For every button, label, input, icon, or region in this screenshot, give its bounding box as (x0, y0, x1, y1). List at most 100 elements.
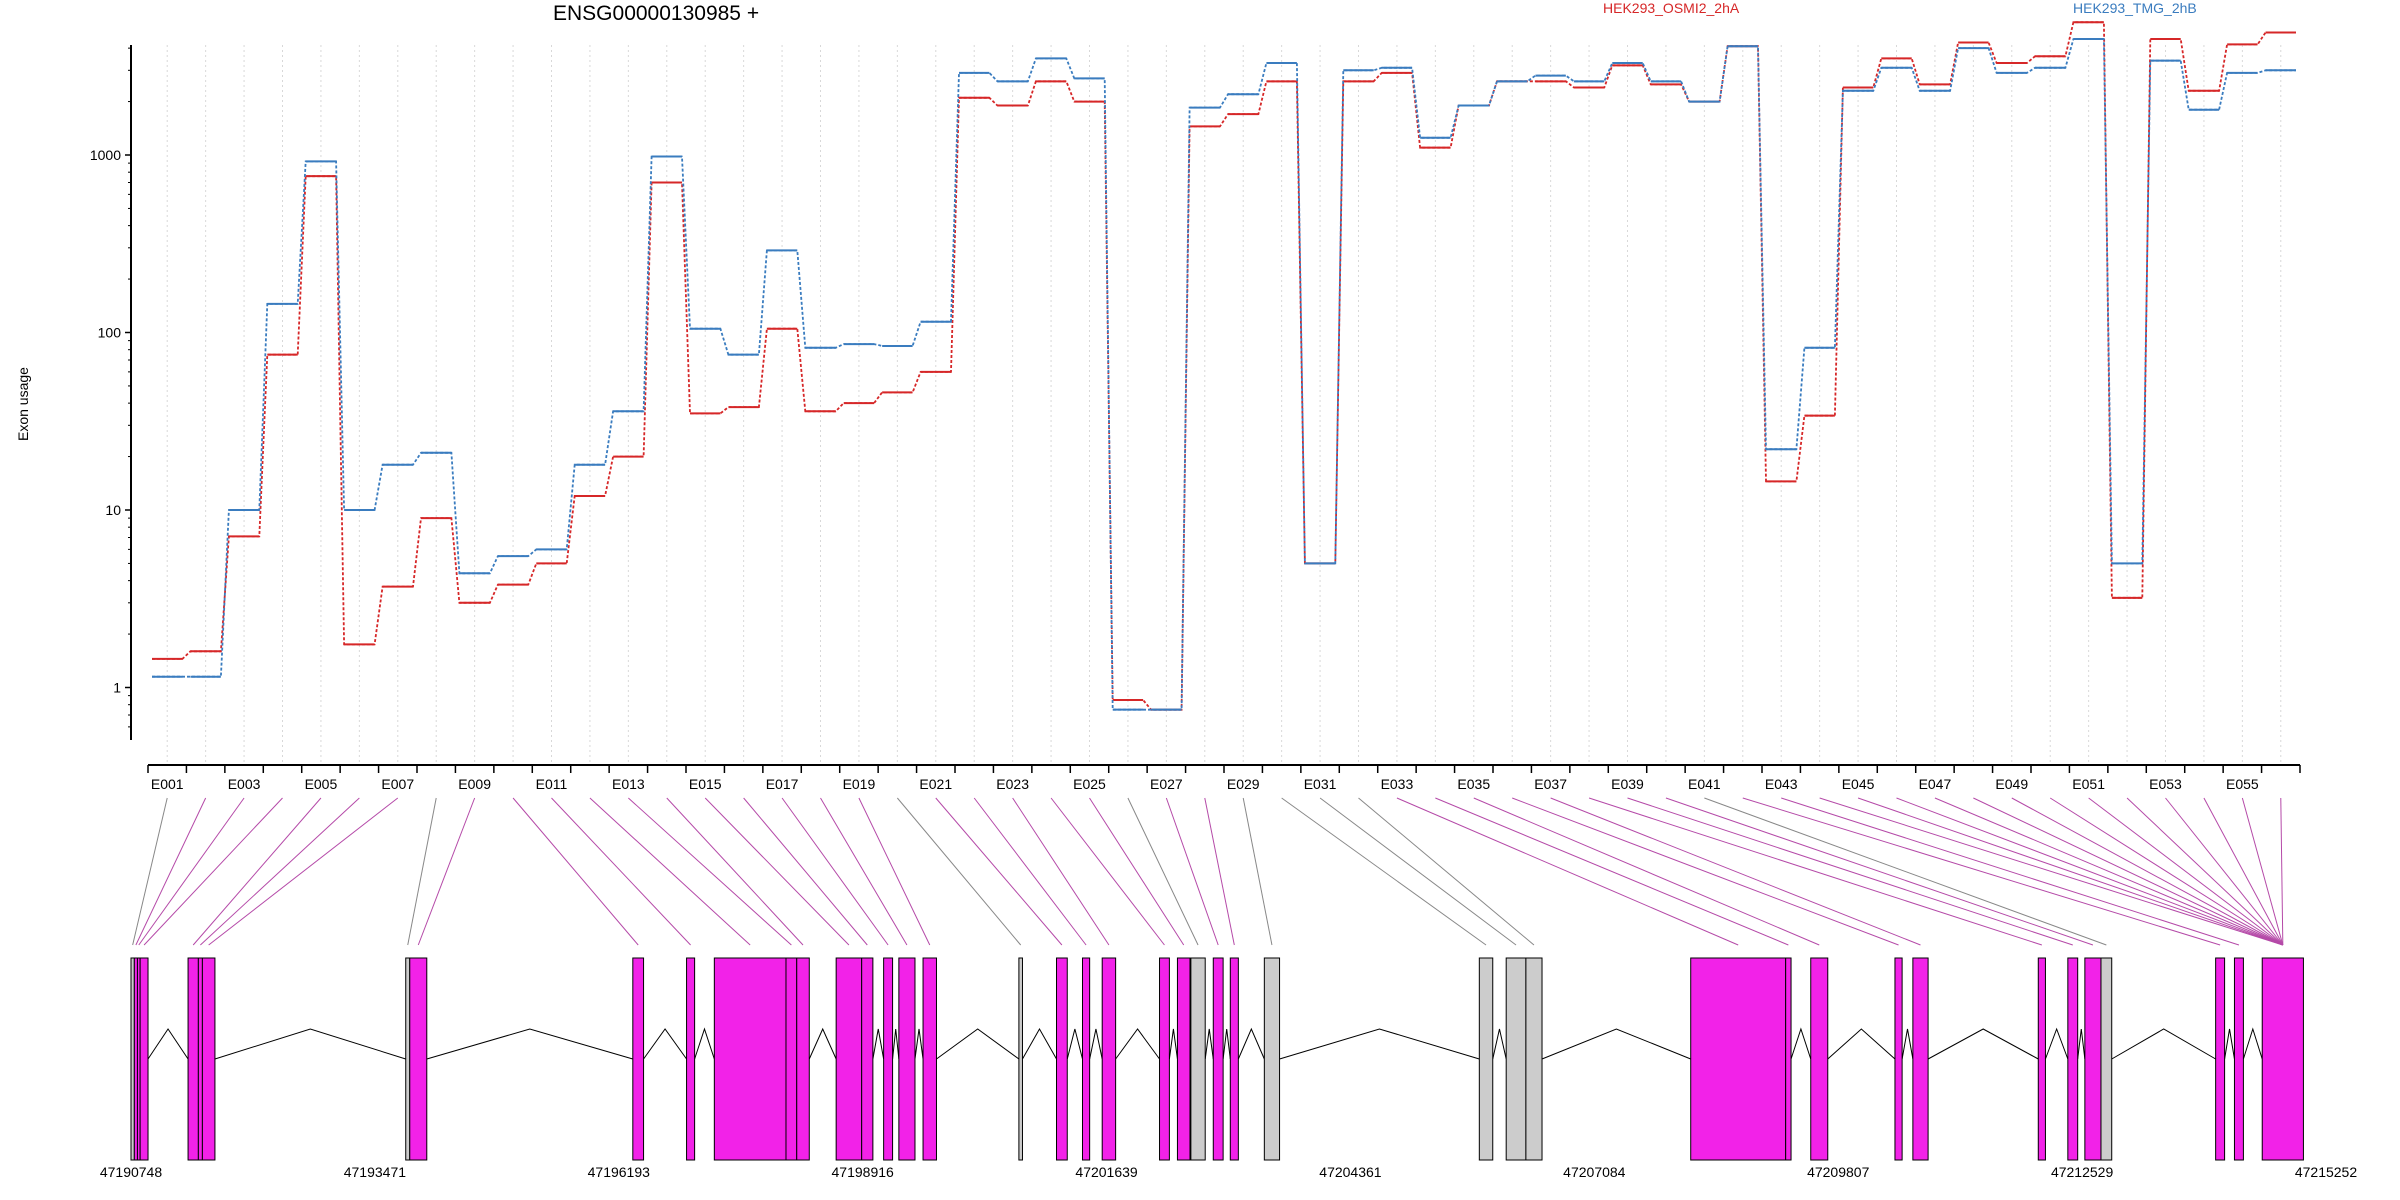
gene-exon-box (197, 957, 203, 1161)
intron-line (1237, 1027, 1265, 1060)
intron-line (1204, 1028, 1214, 1060)
x-tick-label: E003 (228, 776, 261, 792)
x-tick-label: E035 (1457, 776, 1490, 792)
gene-exon-box (1229, 957, 1239, 1161)
gene-exon-box (1894, 957, 1903, 1161)
x-tick-label: E005 (305, 776, 338, 792)
gene-exon-box (883, 957, 894, 1161)
x-tick-label: E001 (151, 776, 184, 792)
intron-line (1827, 1028, 1896, 1060)
gene-exon-box (898, 957, 916, 1161)
x-tick-label: E055 (2226, 776, 2259, 792)
gene-exon-box (405, 957, 411, 1161)
gene-exon-box (1212, 957, 1224, 1161)
intron-line (872, 1028, 885, 1060)
exon-connector (1242, 797, 1273, 946)
intron-line (694, 1027, 715, 1060)
exon-connector (1012, 797, 1110, 946)
exon-connector (704, 797, 850, 946)
exon-connector (1050, 797, 1165, 946)
exon-connector (1473, 797, 1820, 946)
exon-connector (2280, 797, 2284, 946)
intron-line (808, 1027, 837, 1060)
intron-line (892, 1028, 900, 1060)
exon-connector (132, 797, 168, 946)
x-tick-label: E007 (381, 776, 414, 792)
x-tick-label: E049 (1995, 776, 2028, 792)
intron-line (1927, 1028, 2039, 1060)
intron-line (936, 1028, 1020, 1060)
exon-connector (1396, 797, 1739, 946)
x-tick-label: E017 (766, 776, 799, 792)
y-tick-label: 1000 (90, 147, 121, 163)
intron-line (147, 1028, 189, 1060)
exon-connector (407, 797, 437, 946)
x-tick-label: E009 (458, 776, 491, 792)
exon-connector (1358, 797, 1535, 946)
x-tick-label: E045 (1842, 776, 1875, 792)
x-tick-label: E029 (1227, 776, 1260, 792)
intron-line (1790, 1027, 1812, 1060)
exon-connector (1665, 797, 2094, 946)
exon-connector (858, 797, 931, 946)
gene-exon-box (2067, 957, 2079, 1161)
gene-exon-box (632, 957, 645, 1161)
exon-connector (935, 797, 1063, 946)
intron-line (2111, 1028, 2216, 1060)
x-tick-label: E053 (2149, 776, 2182, 792)
y-tick-label: 1 (113, 680, 121, 696)
gene-exon-box (686, 957, 696, 1161)
exon-connector (1896, 797, 2284, 946)
gene-exon-box (922, 957, 937, 1161)
x-tick-label: E033 (1381, 776, 1414, 792)
genomic-coordinate-label: 47190748 (100, 1164, 163, 1180)
exon-connector (2011, 797, 2284, 946)
gene-exon-box (2037, 957, 2046, 1161)
intron-line (1901, 1028, 1914, 1060)
exon-connector (973, 797, 1087, 946)
exon-connector (551, 797, 691, 946)
gene-exon-box (1785, 957, 1792, 1161)
intron-line (2077, 1028, 2086, 1060)
gene-exon-box (1912, 957, 1929, 1161)
x-tick-label: E015 (689, 776, 722, 792)
gene-exon-box (785, 957, 798, 1161)
exon-connector (1204, 797, 1235, 946)
intron-line (643, 1028, 687, 1060)
intron-line (1115, 1028, 1160, 1060)
exon-connector (1742, 797, 2221, 946)
x-tick-label: E023 (996, 776, 1029, 792)
gene-exon-box (1505, 957, 1527, 1161)
exon-connector (1819, 797, 2283, 946)
gene-exon-box (713, 957, 787, 1161)
gene-exon-box (1159, 957, 1170, 1161)
exon-connector (208, 797, 399, 946)
x-tick-label: E019 (843, 776, 876, 792)
series-line-1 (152, 21, 2296, 711)
exon-connector (2241, 797, 2284, 946)
gene-exon-box (1478, 957, 1494, 1161)
gene-exon-box (187, 957, 199, 1161)
gene-exon-box (796, 957, 810, 1161)
gene-exon-box (409, 957, 428, 1161)
gene-exon-box (2084, 957, 2102, 1161)
x-tick-label: E043 (1765, 776, 1798, 792)
x-tick-label: E037 (1534, 776, 1567, 792)
x-tick-label: E031 (1304, 776, 1337, 792)
exon-connector (1857, 797, 2283, 946)
series-line-2 (152, 38, 2296, 711)
intron-line (914, 1028, 924, 1060)
exon-connector (896, 797, 1022, 946)
exon-connector (1089, 797, 1185, 946)
x-tick-label: E041 (1688, 776, 1721, 792)
genomic-coordinate-label: 47212529 (2051, 1164, 2114, 1180)
x-tick-label: E013 (612, 776, 645, 792)
exon-connector (2203, 797, 2284, 946)
genomic-coordinate-label: 47209807 (1807, 1164, 1870, 1180)
genomic-coordinate-label: 47215252 (2295, 1164, 2358, 1180)
exon-connector (1781, 797, 2240, 946)
gene-exon-box (1081, 957, 1091, 1161)
genomic-coordinate-label: 47201639 (1075, 1164, 1138, 1180)
exon-connector (417, 797, 476, 946)
